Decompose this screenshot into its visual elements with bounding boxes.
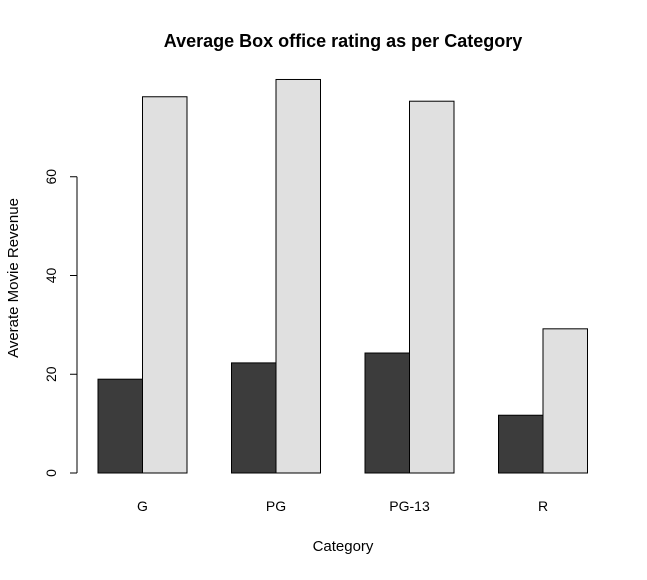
bars-group bbox=[97, 78, 588, 474]
y-tick-label: 40 bbox=[43, 268, 59, 284]
bar-r-series-2 bbox=[542, 328, 588, 474]
bar-pg-13-series-1 bbox=[364, 352, 410, 474]
x-tick-label-pg-13: PG-13 bbox=[389, 498, 430, 514]
bar-pg-series-2 bbox=[275, 78, 321, 474]
bar-g-series-2 bbox=[142, 96, 188, 474]
y-tick-label: 0 bbox=[43, 469, 59, 477]
chart-title: Average Box office rating as per Categor… bbox=[164, 31, 522, 51]
bar-pg-series-1 bbox=[231, 362, 277, 474]
bar-g-series-1 bbox=[97, 378, 143, 474]
bar-pg-13-series-2 bbox=[409, 100, 455, 474]
x-tick-label-r: R bbox=[538, 498, 548, 514]
y-axis: 0 20 40 60 bbox=[43, 169, 78, 477]
y-axis-label: Averate Movie Revenue bbox=[5, 198, 22, 358]
y-tick-label: 20 bbox=[43, 366, 59, 382]
x-tick-labels: G PG PG-13 R bbox=[137, 498, 548, 514]
bar-r-series-1 bbox=[498, 414, 544, 474]
x-tick-label-g: G bbox=[137, 498, 148, 514]
y-tick-label: 60 bbox=[43, 169, 59, 185]
x-tick-label-pg: PG bbox=[266, 498, 286, 514]
x-axis-label: Category bbox=[313, 538, 374, 555]
